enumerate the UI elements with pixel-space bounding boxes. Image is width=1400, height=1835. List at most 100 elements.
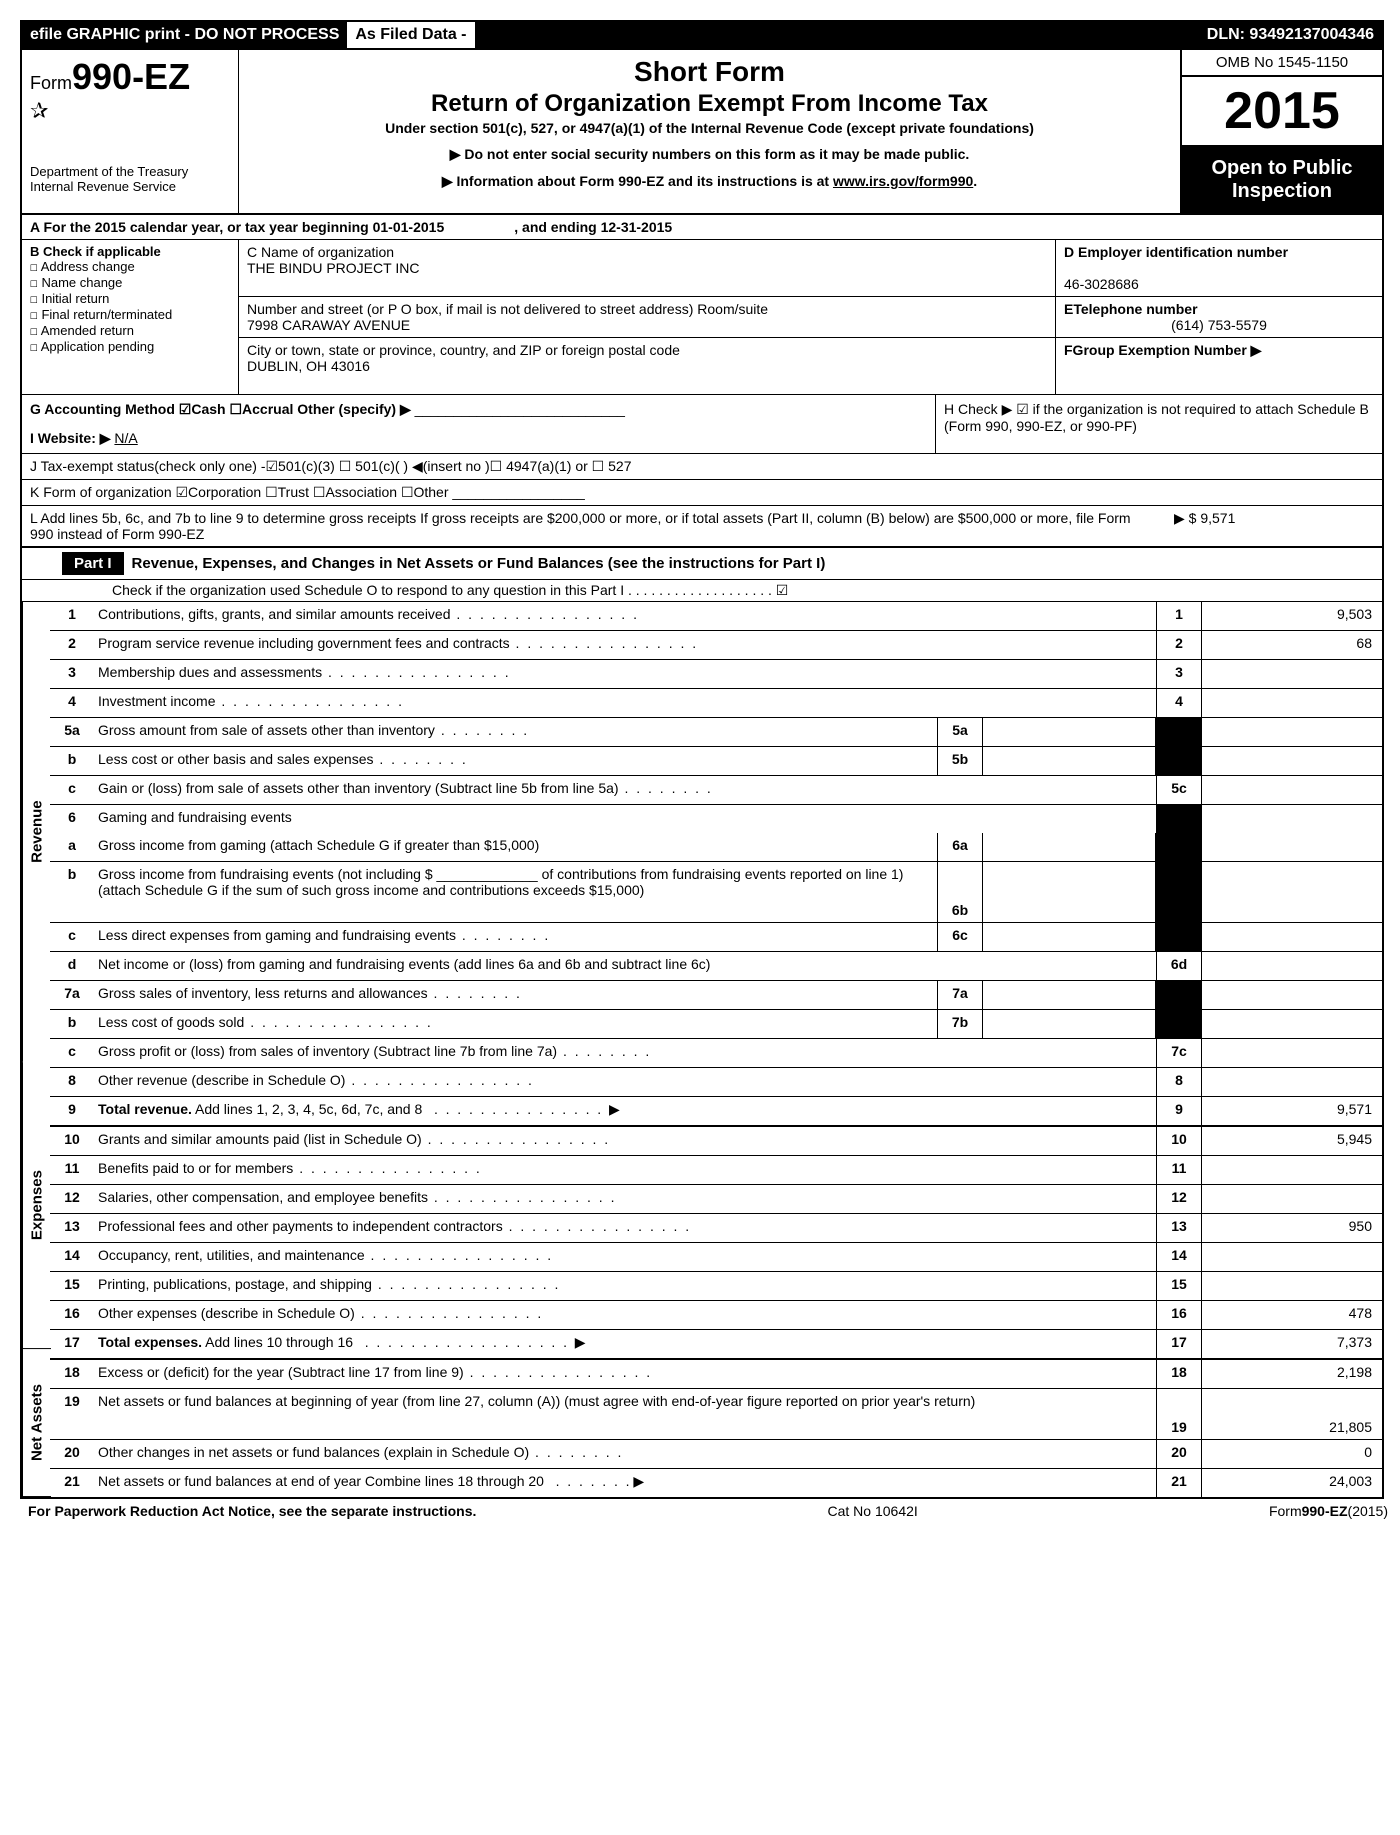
row-k-org-form: K Form of organization ☑Corporation ☐Tru… bbox=[22, 480, 1382, 506]
line-7a-sn: 7a bbox=[937, 981, 983, 1009]
line-7c: c Gross profit or (loss) from sales of i… bbox=[50, 1039, 1382, 1068]
line-6b-num: b bbox=[50, 862, 94, 922]
line-9-num: 9 bbox=[50, 1097, 94, 1125]
chk-application-pending[interactable]: ☐ bbox=[30, 340, 38, 355]
omb-number: OMB No 1545-1150 bbox=[1182, 50, 1382, 77]
line-6c-rv bbox=[1201, 923, 1382, 951]
lbl-amended-return: Amended return bbox=[41, 323, 134, 338]
line-4: 4 Investment income 4 bbox=[50, 689, 1382, 718]
line-7b-desc: Less cost of goods sold bbox=[94, 1010, 937, 1038]
vlabel-net-assets: Net Assets bbox=[22, 1349, 51, 1497]
line-1-val: 9,503 bbox=[1201, 602, 1382, 630]
line-7b-num: b bbox=[50, 1010, 94, 1038]
line-9-desc: Total revenue. Add lines 1, 2, 3, 4, 5c,… bbox=[94, 1097, 1156, 1125]
header-left: Form990-EZ ✰ Department of the Treasury … bbox=[22, 50, 239, 213]
line-6-rv bbox=[1201, 805, 1382, 833]
header-right: OMB No 1545-1150 2015 Open to Public Ins… bbox=[1180, 50, 1382, 213]
line-6d-num: d bbox=[50, 952, 94, 980]
line-16-val: 478 bbox=[1201, 1301, 1382, 1329]
line-14-num: 14 bbox=[50, 1243, 94, 1271]
line-6d-desc: Net income or (loss) from gaming and fun… bbox=[94, 952, 1156, 980]
line-15-desc: Printing, publications, postage, and shi… bbox=[94, 1272, 1156, 1300]
line-10-rnum: 10 bbox=[1156, 1127, 1201, 1155]
line-11-rnum: 11 bbox=[1156, 1156, 1201, 1184]
line-5b-shade bbox=[1156, 747, 1201, 775]
line-7a-rv bbox=[1201, 981, 1382, 1009]
section-a-tax-year: A For the 2015 calendar year, or tax yea… bbox=[22, 215, 1382, 240]
footer-form-ref: Form990-EZ(2015) bbox=[1269, 1503, 1388, 1519]
line-2-val: 68 bbox=[1201, 631, 1382, 659]
dept-treasury: Department of the Treasury bbox=[30, 164, 230, 179]
row-j-tax-exempt: J Tax-exempt status(check only one) -☑50… bbox=[22, 454, 1382, 480]
line-12-num: 12 bbox=[50, 1185, 94, 1213]
line-2: 2 Program service revenue including gove… bbox=[50, 631, 1382, 660]
form-number: Form990-EZ bbox=[30, 56, 230, 98]
line-8-val bbox=[1201, 1068, 1382, 1096]
line-16-num: 16 bbox=[50, 1301, 94, 1329]
line-5b-rv bbox=[1201, 747, 1382, 775]
box-c-name: C Name of organization THE BINDU PROJECT… bbox=[238, 240, 1055, 296]
line-13-val: 950 bbox=[1201, 1214, 1382, 1242]
footer-left: For Paperwork Reduction Act Notice, see … bbox=[28, 1503, 476, 1519]
line-19-desc: Net assets or fund balances at beginning… bbox=[94, 1389, 1156, 1439]
line-4-rnum: 4 bbox=[1156, 689, 1201, 717]
line-15-val bbox=[1201, 1272, 1382, 1300]
form-num: 990-EZ bbox=[72, 56, 190, 97]
line-5a: 5a Gross amount from sale of assets othe… bbox=[50, 718, 1382, 747]
line-7a-num: 7a bbox=[50, 981, 94, 1009]
line-8-num: 8 bbox=[50, 1068, 94, 1096]
chk-initial-return[interactable]: ☐ bbox=[30, 292, 38, 307]
tax-year-end: , and ending 12-31-2015 bbox=[514, 219, 672, 235]
line-18-val: 2,198 bbox=[1201, 1360, 1382, 1388]
line-7c-val bbox=[1201, 1039, 1382, 1067]
box-b-checkboxes: B Check if applicable ☐ Address change ☐… bbox=[22, 240, 238, 394]
line-14-desc: Occupancy, rent, utilities, and maintena… bbox=[94, 1243, 1156, 1271]
vlabel-expenses: Expenses bbox=[22, 1062, 51, 1349]
line-6: 6 Gaming and fundraising events bbox=[50, 805, 1382, 833]
vertical-labels: Revenue Expenses Net Assets bbox=[22, 602, 50, 1497]
row-g-h: G Accounting Method ☑Cash ☐Accrual Other… bbox=[22, 395, 1382, 454]
line-21: 21 Net assets or fund balances at end of… bbox=[50, 1469, 1382, 1497]
line-6b-rv bbox=[1201, 862, 1382, 922]
box-c-city: City or town, state or province, country… bbox=[238, 338, 1055, 394]
line-6d-rnum: 6d bbox=[1156, 952, 1201, 980]
box-f-group: FGroup Exemption Number ▶ bbox=[1055, 338, 1382, 394]
line-2-num: 2 bbox=[50, 631, 94, 659]
line-20-num: 20 bbox=[50, 1440, 94, 1468]
form-990ez-page: efile GRAPHIC print - DO NOT PROCESS As … bbox=[20, 20, 1384, 1499]
line-6-shade bbox=[1156, 805, 1201, 833]
line-7b: b Less cost of goods sold 7b bbox=[50, 1010, 1382, 1039]
efile-notice: efile GRAPHIC print - DO NOT PROCESS bbox=[22, 22, 347, 48]
tax-year-begin: A For the 2015 calendar year, or tax yea… bbox=[30, 219, 444, 235]
line-7b-rv bbox=[1201, 1010, 1382, 1038]
form-header: Form990-EZ ✰ Department of the Treasury … bbox=[22, 50, 1382, 215]
line-21-rnum: 21 bbox=[1156, 1469, 1201, 1497]
line-6b-shade bbox=[1156, 862, 1201, 922]
chk-name-change[interactable]: ☐ bbox=[30, 276, 38, 291]
chk-final-return[interactable]: ☐ bbox=[30, 308, 38, 323]
line-5c-val bbox=[1201, 776, 1382, 804]
top-bar: efile GRAPHIC print - DO NOT PROCESS As … bbox=[22, 22, 1382, 50]
line-8: 8 Other revenue (describe in Schedule O)… bbox=[50, 1068, 1382, 1097]
as-filed-label: As Filed Data - bbox=[347, 22, 474, 48]
irs-label: Internal Revenue Service bbox=[30, 179, 230, 194]
city-value: DUBLIN, OH 43016 bbox=[247, 358, 370, 374]
line-19-val: 21,805 bbox=[1201, 1389, 1382, 1439]
subtitle: Under section 501(c), 527, or 4947(a)(1)… bbox=[251, 120, 1168, 136]
chk-address-change[interactable]: ☐ bbox=[30, 260, 38, 275]
line-3: 3 Membership dues and assessments 3 bbox=[50, 660, 1382, 689]
irs-link[interactable]: www.irs.gov/form990 bbox=[833, 173, 973, 189]
line-6a-shade bbox=[1156, 833, 1201, 861]
line-7b-sn: 7b bbox=[937, 1010, 983, 1038]
line-1-desc: Contributions, gifts, grants, and simila… bbox=[94, 602, 1156, 630]
line-7c-rnum: 7c bbox=[1156, 1039, 1201, 1067]
line-7a: 7a Gross sales of inventory, less return… bbox=[50, 981, 1382, 1010]
line-7a-shade bbox=[1156, 981, 1201, 1009]
line-18-rnum: 18 bbox=[1156, 1360, 1201, 1388]
line-16-desc: Other expenses (describe in Schedule O) bbox=[94, 1301, 1156, 1329]
line-6c-shade bbox=[1156, 923, 1201, 951]
line-6b: b Gross income from fundraising events (… bbox=[50, 862, 1382, 923]
line-13-num: 13 bbox=[50, 1214, 94, 1242]
chk-amended-return[interactable]: ☐ bbox=[30, 324, 38, 339]
line-11: 11 Benefits paid to or for members 11 bbox=[50, 1156, 1382, 1185]
